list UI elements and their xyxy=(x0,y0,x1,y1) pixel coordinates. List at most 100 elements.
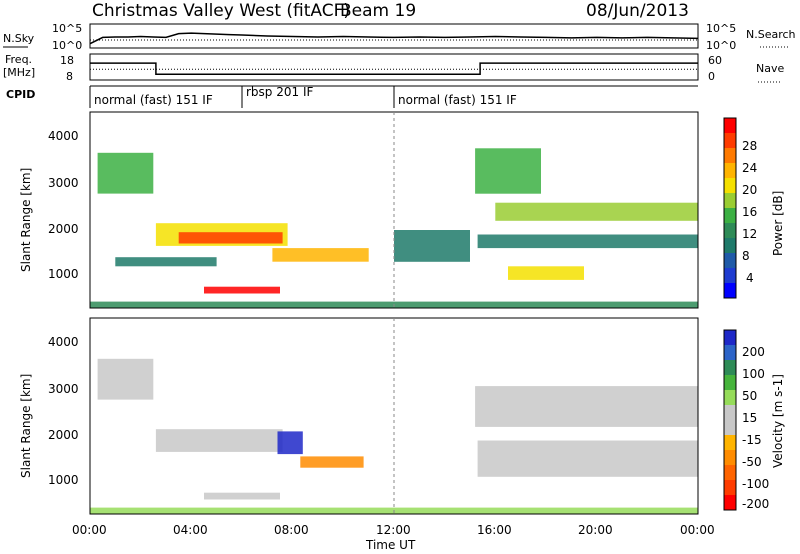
colorbar-swatch xyxy=(724,390,736,406)
velocity-colorbar-title: Velocity [m s-1] xyxy=(771,374,785,468)
power-colorbar-frame xyxy=(723,117,737,299)
velocity-scatter-region xyxy=(97,358,154,400)
velocity-colorbar-frame xyxy=(723,329,737,511)
xtick-3: 12:00 xyxy=(376,523,411,537)
colorbar-swatch xyxy=(724,283,736,299)
nsky-series-line xyxy=(89,32,699,45)
freq-label-line2: [MHz] xyxy=(3,66,35,79)
velocity-cb-m100: -100 xyxy=(742,477,769,491)
colorbar-swatch xyxy=(724,163,736,179)
velocity-colorbar xyxy=(724,330,736,511)
velocity-cb-m15: -15 xyxy=(742,433,762,447)
colorbar-swatch xyxy=(724,375,736,391)
xlabel: Time UT xyxy=(365,538,416,552)
xtick-4: 16:00 xyxy=(477,523,512,537)
velocity-scatter-region xyxy=(300,456,364,468)
power-cb-4: 4 xyxy=(746,271,754,285)
colorbar-swatch xyxy=(724,208,736,224)
power-ytick-4000: 4000 xyxy=(48,129,79,143)
power-ylabel: Slant Range [km] xyxy=(19,168,33,272)
velocity-heatmap xyxy=(90,358,698,514)
power-scatter-region xyxy=(204,286,280,294)
colorbar-swatch xyxy=(724,480,736,496)
power-scatter-region xyxy=(272,248,369,262)
colorbar-swatch xyxy=(724,420,736,436)
power-cb-28: 28 xyxy=(742,139,757,153)
colorbar-swatch xyxy=(724,495,736,511)
xtick-5: 20:00 xyxy=(578,523,613,537)
xtick-6: 00:00 xyxy=(680,523,715,537)
velocity-scatter-region xyxy=(155,429,283,452)
colorbar-swatch xyxy=(724,118,736,134)
power-colorbar-title: Power [dB] xyxy=(771,191,785,256)
velocity-ytick-4000: 4000 xyxy=(48,335,79,349)
cpid-segment-1: normal (fast) 151 IF xyxy=(94,93,213,107)
colorbar-swatch xyxy=(724,223,736,239)
velocity-ytick-2000: 2000 xyxy=(48,428,79,442)
velocity-scatter-region xyxy=(204,492,280,500)
velocity-cb-m50: -50 xyxy=(742,455,762,469)
power-scatter-region xyxy=(97,152,154,194)
power-ytick-1000: 1000 xyxy=(48,267,79,281)
xtick-1: 04:00 xyxy=(173,523,208,537)
colorbar-swatch xyxy=(724,345,736,361)
freq-tick-low: 8 xyxy=(66,70,73,83)
velocity-ylabel: Slant Range [km] xyxy=(19,374,33,478)
nsky-tick-high: 10^5 xyxy=(52,22,82,35)
colorbar-swatch xyxy=(724,435,736,451)
station-title: Christmas Valley West (fitACF) xyxy=(92,1,350,21)
nsearch-tick-high: 10^5 xyxy=(706,22,736,35)
colorbar-swatch xyxy=(724,450,736,466)
colorbar-swatch xyxy=(724,178,736,194)
power-ytick-3000: 3000 xyxy=(48,176,79,190)
xtick-0: 00:00 xyxy=(72,523,107,537)
nave-label: Nave xyxy=(756,62,784,75)
beam-title: Beam 19 xyxy=(340,1,416,21)
nsearch-label: N.Search xyxy=(746,28,796,41)
x-axis: 00:00 04:00 08:00 12:00 16:00 20:00 00:0… xyxy=(72,523,715,552)
power-scatter-region xyxy=(394,230,470,262)
nave-tick-low: 0 xyxy=(708,70,715,83)
velocity-ytick-1000: 1000 xyxy=(48,473,79,487)
power-cb-20: 20 xyxy=(742,183,757,197)
velocity-cb-15: 15 xyxy=(742,411,757,425)
power-scatter-region xyxy=(178,232,283,244)
power-cb-12: 12 xyxy=(742,227,757,241)
colorbar-swatch xyxy=(724,133,736,149)
power-scatter-region xyxy=(475,148,541,194)
velocity-ytick-3000: 3000 xyxy=(48,382,79,396)
colorbar-swatch xyxy=(724,330,736,346)
colorbar-swatch xyxy=(724,253,736,269)
power-cb-24: 24 xyxy=(742,161,757,175)
xtick-2: 08:00 xyxy=(274,523,309,537)
colorbar-swatch xyxy=(724,405,736,421)
colorbar-swatch xyxy=(724,268,736,284)
nsearch-tick-low: 10^0 xyxy=(706,39,736,52)
velocity-cb-m200: -200 xyxy=(742,497,769,511)
cpid-label: CPID xyxy=(6,88,35,101)
freq-tick-high: 18 xyxy=(60,54,74,67)
velocity-cb-200: 200 xyxy=(742,345,765,359)
colorbar-swatch xyxy=(724,360,736,376)
nsky-label: N.Sky xyxy=(3,32,35,45)
velocity-scatter-region xyxy=(277,431,303,455)
power-scatter-region xyxy=(115,257,217,267)
colorbar-swatch xyxy=(724,193,736,209)
power-scatter-region xyxy=(495,202,698,221)
velocity-cb-100: 100 xyxy=(742,367,765,381)
power-ytick-2000: 2000 xyxy=(48,222,79,236)
power-scatter-region xyxy=(508,266,584,280)
colorbar-swatch xyxy=(724,148,736,164)
nsky-tick-low: 10^0 xyxy=(52,39,82,52)
freq-panel-frame xyxy=(89,53,699,81)
power-scatter-region xyxy=(477,234,698,249)
power-cb-8: 8 xyxy=(742,249,750,263)
colorbar-swatch xyxy=(724,238,736,254)
colorbar-swatch xyxy=(724,465,736,481)
velocity-scatter-region xyxy=(475,386,698,427)
nsky-panel-frame xyxy=(89,23,699,49)
power-colorbar xyxy=(724,118,736,299)
cpid-segment-2: rbsp 201 IF xyxy=(246,85,313,99)
freq-series-line xyxy=(90,62,698,76)
